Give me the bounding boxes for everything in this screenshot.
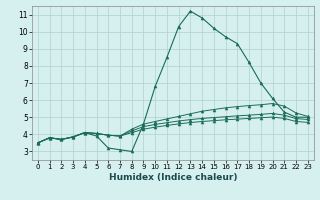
X-axis label: Humidex (Indice chaleur): Humidex (Indice chaleur) [108,173,237,182]
